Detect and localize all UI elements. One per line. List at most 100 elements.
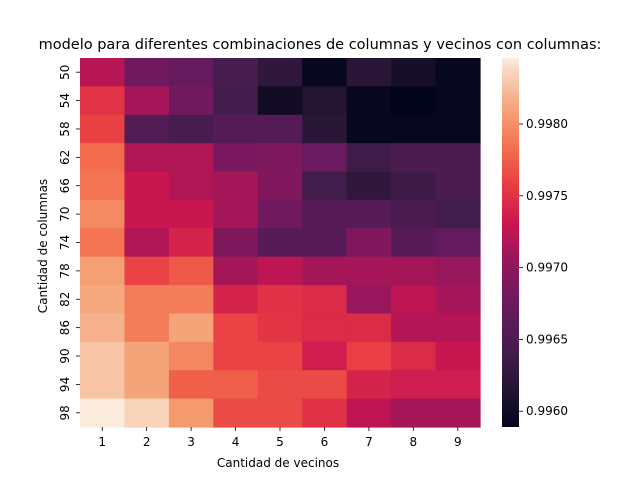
heatmap-cell xyxy=(435,199,481,229)
colorbar-tick-label: 0.9975 xyxy=(526,189,568,203)
heatmap-cell xyxy=(391,86,437,116)
heatmap-cell xyxy=(257,114,303,144)
heatmap-cell xyxy=(124,143,170,173)
heatmap-cell xyxy=(213,228,259,258)
heatmap-cell xyxy=(257,199,303,229)
heatmap-cell xyxy=(124,341,170,371)
heatmap-cell xyxy=(80,114,126,144)
y-tick-label: 90 xyxy=(58,348,72,363)
heatmap-cell xyxy=(346,114,392,144)
heatmap-cell xyxy=(391,370,437,400)
heatmap-cell xyxy=(213,86,259,116)
heatmap-cell xyxy=(346,370,392,400)
x-tick-label: 9 xyxy=(454,435,462,449)
y-tick-label: 58 xyxy=(58,121,72,136)
y-tick-label: 54 xyxy=(58,93,72,108)
heatmap-cell xyxy=(346,313,392,343)
heatmap-cell xyxy=(257,58,303,87)
heatmap-cell xyxy=(435,370,481,400)
heatmap-cell xyxy=(168,228,214,258)
heatmap-cell xyxy=(391,171,437,201)
heatmap-cell xyxy=(302,313,348,343)
heatmap-cell xyxy=(302,114,348,144)
heatmap-cell xyxy=(80,398,126,428)
heatmap-cell xyxy=(435,86,481,116)
heatmap-cell xyxy=(302,228,348,258)
heatmap-cell xyxy=(346,285,392,315)
heatmap-cell xyxy=(302,256,348,286)
heatmap-cell xyxy=(435,228,481,258)
heatmap-cell xyxy=(257,256,303,286)
heatmap-cell xyxy=(257,313,303,343)
heatmap-cell xyxy=(302,58,348,87)
heatmap-cell xyxy=(391,199,437,229)
y-tick-label: 86 xyxy=(58,320,72,335)
heatmap-cell xyxy=(257,86,303,116)
heatmap-cell xyxy=(346,228,392,258)
heatmap-cell xyxy=(302,285,348,315)
heatmap-cell xyxy=(124,313,170,343)
heatmap-cell xyxy=(391,256,437,286)
heatmap-cell xyxy=(124,114,170,144)
heatmap-cell xyxy=(168,171,214,201)
y-tick-label: 94 xyxy=(58,377,72,392)
x-axis-ticks: 1 2 3 4 5 6 7 8 9 xyxy=(98,427,462,449)
colorbar-tick-label: 0.9965 xyxy=(526,332,568,346)
heatmap-cell xyxy=(124,285,170,315)
heatmap-cell xyxy=(168,341,214,371)
heatmap-cell xyxy=(213,313,259,343)
x-tick-label: 1 xyxy=(98,435,106,449)
y-tick-label: 78 xyxy=(58,263,72,278)
heatmap-cell xyxy=(391,114,437,144)
heatmap-cell xyxy=(124,398,170,428)
heatmap-cell xyxy=(80,228,126,258)
heatmap-cell xyxy=(168,143,214,173)
heatmap-cell xyxy=(213,256,259,286)
heatmap-cell xyxy=(80,58,126,87)
heatmap-cell xyxy=(302,341,348,371)
heatmap-cell xyxy=(435,285,481,315)
heatmap-cell xyxy=(346,143,392,173)
heatmap-cell xyxy=(80,171,126,201)
colorbar xyxy=(502,58,519,427)
heatmap-cell xyxy=(302,86,348,116)
y-tick-label: 66 xyxy=(58,178,72,193)
heatmap-cell xyxy=(124,58,170,87)
colorbar-tick-label: 0.9980 xyxy=(526,117,568,131)
heatmap-cell xyxy=(124,86,170,116)
heatmap-cell xyxy=(346,86,392,116)
y-tick-label: 74 xyxy=(58,235,72,250)
heatmap-cell xyxy=(257,143,303,173)
y-axis-ticks: 50 54 58 62 66 70 74 78 82 86 90 94 98 xyxy=(58,65,80,420)
heatmap-cell xyxy=(391,285,437,315)
heatmap-cell xyxy=(257,228,303,258)
heatmap-cell xyxy=(168,256,214,286)
heatmap-cell xyxy=(124,228,170,258)
x-tick-label: 7 xyxy=(365,435,373,449)
heatmap-cell xyxy=(124,171,170,201)
heatmap-cell xyxy=(168,370,214,400)
heatmap-cell xyxy=(391,143,437,173)
x-tick-label: 4 xyxy=(232,435,240,449)
heatmap-cell xyxy=(213,398,259,428)
heatmap-cell xyxy=(80,370,126,400)
x-tick-label: 3 xyxy=(187,435,195,449)
heatmap-cell xyxy=(80,341,126,371)
heatmap-cell xyxy=(213,58,259,87)
y-tick-label: 82 xyxy=(58,292,72,307)
heatmap-cell xyxy=(391,341,437,371)
chart-title: modelo para diferentes combinaciones de … xyxy=(39,37,602,53)
heatmap-cell xyxy=(213,199,259,229)
y-tick-label: 70 xyxy=(58,206,72,221)
heatmap-cell xyxy=(80,86,126,116)
heatmap-cell xyxy=(257,171,303,201)
heatmap-cell xyxy=(391,228,437,258)
heatmap-cell xyxy=(435,58,481,87)
heatmap-cell xyxy=(80,285,126,315)
x-tick-label: 6 xyxy=(321,435,329,449)
colorbar-tick-label: 0.9960 xyxy=(526,404,568,418)
heatmap-cell xyxy=(168,86,214,116)
colorbar-ticks: 0.9960 0.9965 0.9970 0.9975 0.9980 xyxy=(519,117,568,418)
heatmap-cell xyxy=(346,256,392,286)
heatmap-cell xyxy=(257,341,303,371)
